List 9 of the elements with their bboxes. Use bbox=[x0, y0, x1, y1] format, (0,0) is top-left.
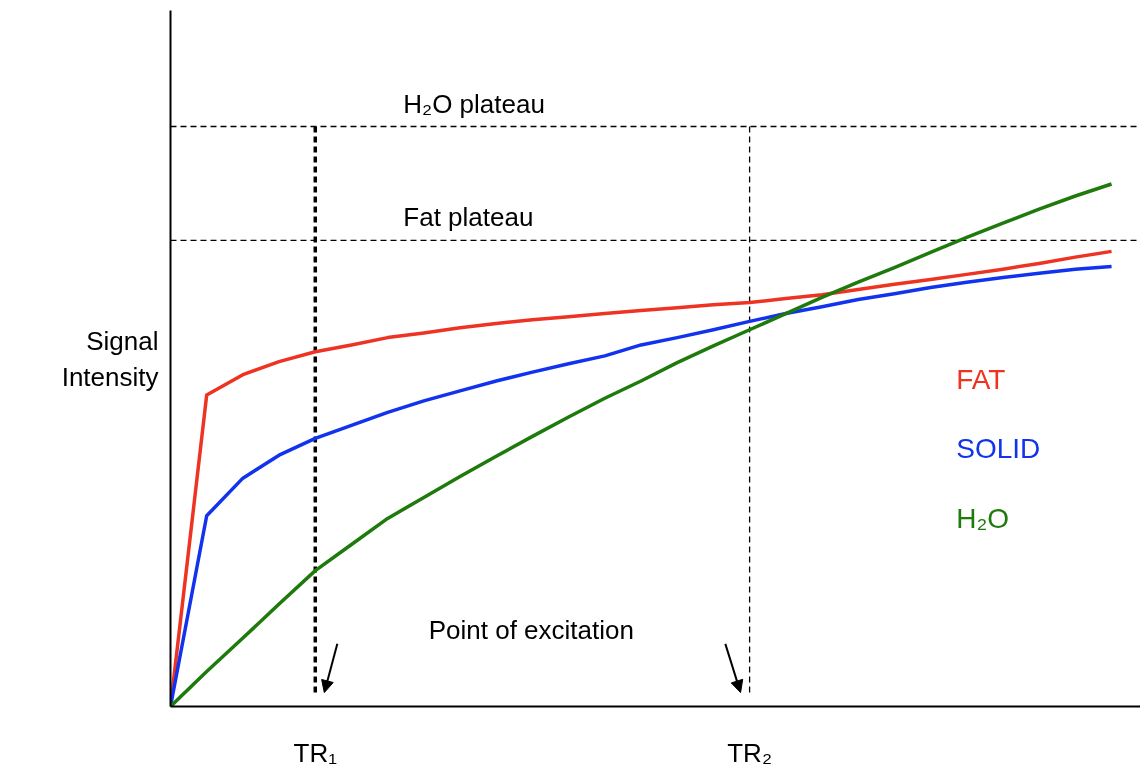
annotation: Point of excitation bbox=[428, 614, 634, 645]
x-tick-label: TR₂ bbox=[727, 737, 772, 768]
ref-line-label: Fat plateau bbox=[403, 202, 534, 233]
text: SOLID bbox=[956, 433, 1041, 465]
y-axis-title: Signal Intensity bbox=[61, 325, 159, 392]
x-tick-label: TR₁ bbox=[293, 737, 338, 768]
text: FAT bbox=[956, 363, 1006, 395]
ref-line-label: H₂O plateau bbox=[403, 88, 545, 119]
text: H₂O bbox=[956, 503, 1010, 535]
